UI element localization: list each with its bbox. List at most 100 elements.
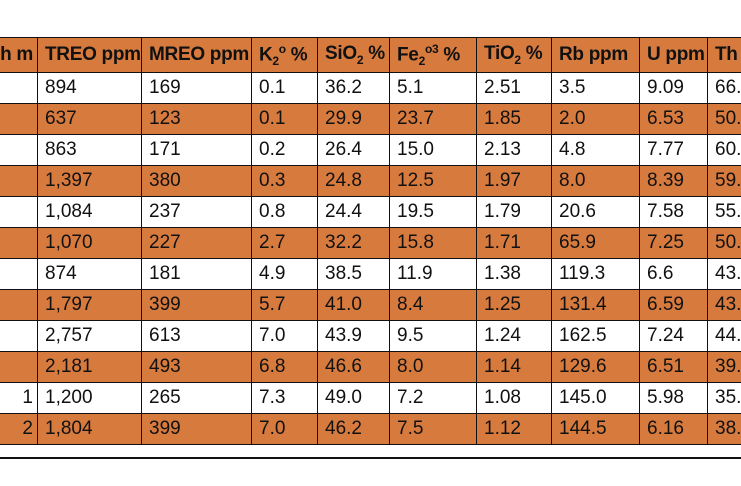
cell-u: 6.51	[639, 351, 708, 383]
cell-u: 6.16	[639, 413, 708, 445]
cell-k2o: 4.9	[251, 258, 318, 290]
table-row: 874 181 4.9 38.5 11.9 1.38 119.3 6.6 43.	[0, 258, 741, 290]
cell-depth	[0, 351, 38, 383]
cell-depth	[0, 134, 38, 166]
cell-sio2: 43.9	[317, 320, 390, 352]
cell-rb: 2.0	[551, 103, 640, 135]
cell-k2o: 5.7	[251, 289, 318, 321]
cell-depth: 1	[0, 382, 38, 414]
cell-depth	[0, 165, 38, 197]
k2o-tail: %	[285, 44, 308, 66]
cell-sio2: 29.9	[317, 103, 390, 135]
cell-k2o: 7.0	[251, 320, 318, 352]
cell-th: 50.	[707, 227, 741, 259]
cell-fe2o3: 12.5	[389, 165, 477, 197]
cell-th: 66.	[707, 72, 741, 104]
cell-treo: 1,397	[37, 165, 142, 197]
cell-k2o: 0.1	[251, 72, 318, 104]
cell-rb: 3.5	[551, 72, 640, 104]
cell-treo: 1,070	[37, 227, 142, 259]
cell-rb: 131.4	[551, 289, 640, 321]
table-row: 2,181 493 6.8 46.6 8.0 1.14 129.6 6.51 39.	[0, 351, 741, 383]
cell-treo: 1,200	[37, 382, 142, 414]
cell-u: 6.59	[639, 289, 708, 321]
cell-th: 50.	[707, 103, 741, 135]
cell-k2o: 7.0	[251, 413, 318, 445]
k2o-sup: o	[278, 41, 286, 56]
cell-mreo: 380	[141, 165, 252, 197]
cell-sio2: 26.4	[317, 134, 390, 166]
cell-sio2: 46.2	[317, 413, 390, 445]
fe2o3-tail: %	[438, 44, 460, 66]
cell-depth: 2	[0, 413, 38, 445]
cell-treo: 1,804	[37, 413, 142, 445]
cell-u: 6.53	[639, 103, 708, 135]
cell-mreo: 399	[141, 413, 252, 445]
header-row: h m TREO ppm MREO ppm K2o % SiO2 % Fe2o3…	[0, 37, 741, 73]
cell-depth	[0, 103, 38, 135]
sio2-sub: 2	[356, 52, 364, 67]
col-header-u: U ppm	[639, 37, 708, 73]
cell-tio2: 1.25	[476, 289, 552, 321]
cell-sio2: 32.2	[317, 227, 390, 259]
cell-mreo: 613	[141, 320, 252, 352]
cell-th: 60.	[707, 134, 741, 166]
cell-mreo: 181	[141, 258, 252, 290]
col-header-k2o: K2o %	[251, 37, 318, 73]
k2o-base: K	[259, 44, 273, 66]
cell-rb: 145.0	[551, 382, 640, 414]
cell-mreo: 237	[141, 196, 252, 228]
cell-th: 44.	[707, 320, 741, 352]
cell-k2o: 0.2	[251, 134, 318, 166]
cell-th: 59.	[707, 165, 741, 197]
cell-tio2: 1.38	[476, 258, 552, 290]
k2o-sub: 2	[272, 54, 279, 69]
cell-mreo: 399	[141, 289, 252, 321]
bottom-rule	[0, 457, 741, 459]
cell-tio2: 1.71	[476, 227, 552, 259]
fe2o3-sup: 3	[431, 41, 439, 56]
tio2-sub: 2	[514, 52, 521, 67]
table-row: 1 1,200 265 7.3 49.0 7.2 1.08 145.0 5.98 35.	[0, 382, 741, 414]
cell-depth	[0, 227, 38, 259]
cell-depth	[0, 289, 38, 321]
cell-depth	[0, 258, 38, 290]
cell-fe2o3: 7.5	[389, 413, 477, 445]
cell-fe2o3: 8.0	[389, 351, 477, 383]
cell-tio2: 1.14	[476, 351, 552, 383]
tio2-base: TiO	[484, 43, 515, 65]
cell-mreo: 227	[141, 227, 252, 259]
fe2o3-sub: 2	[418, 54, 426, 69]
sio2-base: SiO	[325, 43, 357, 65]
cell-tio2: 2.51	[476, 72, 552, 104]
cell-k2o: 0.3	[251, 165, 318, 197]
cell-u: 5.98	[639, 382, 708, 414]
cell-treo: 874	[37, 258, 142, 290]
fe2o3-base: Fe	[397, 44, 419, 66]
cell-rb: 129.6	[551, 351, 640, 383]
cell-tio2: 2.13	[476, 134, 552, 166]
cell-treo: 1,084	[37, 196, 142, 228]
cell-th: 35.	[707, 382, 741, 414]
cell-fe2o3: 23.7	[389, 103, 477, 135]
cell-fe2o3: 5.1	[389, 72, 477, 104]
cell-k2o: 7.3	[251, 382, 318, 414]
cell-sio2: 24.4	[317, 196, 390, 228]
cell-fe2o3: 7.2	[389, 382, 477, 414]
cell-depth	[0, 72, 38, 104]
cell-th: 38.	[707, 413, 741, 445]
cell-fe2o3: 15.0	[389, 134, 477, 166]
cell-sio2: 49.0	[317, 382, 390, 414]
cell-tio2: 1.08	[476, 382, 552, 414]
tio2-tail: %	[520, 43, 543, 65]
cell-fe2o3: 11.9	[389, 258, 477, 290]
sio2-tail: %	[363, 43, 385, 65]
col-header-tio2: TiO2 %	[476, 37, 552, 73]
table-row: 1,797 399 5.7 41.0 8.4 1.25 131.4 6.59 43.	[0, 289, 741, 321]
cell-mreo: 493	[141, 351, 252, 383]
cell-mreo: 123	[141, 103, 252, 135]
cell-rb: 144.5	[551, 413, 640, 445]
cell-rb: 4.8	[551, 134, 640, 166]
cell-depth	[0, 196, 38, 228]
cell-k2o: 0.1	[251, 103, 318, 135]
